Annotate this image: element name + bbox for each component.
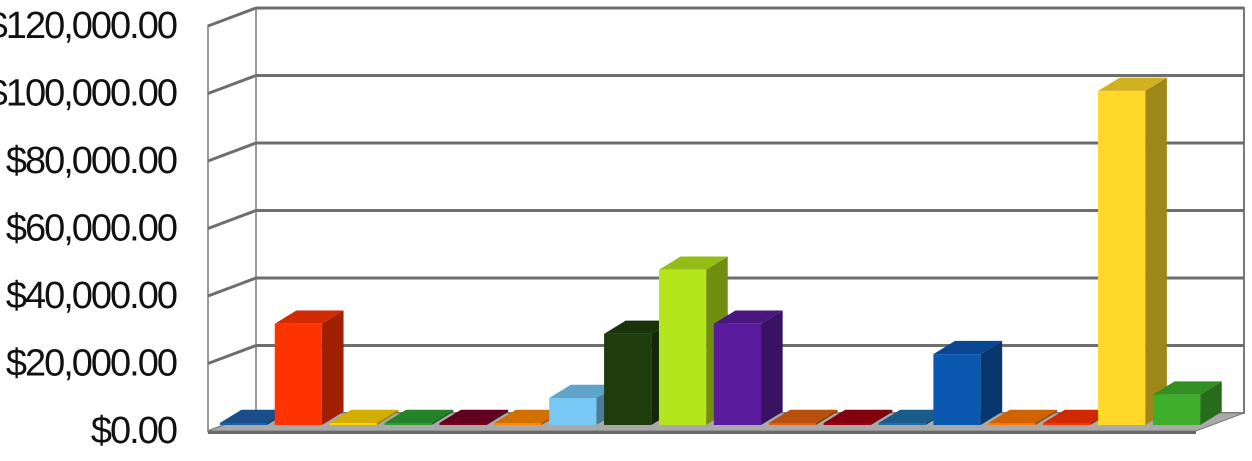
chart-bar-top <box>1043 409 1112 423</box>
gridline-side <box>207 141 257 163</box>
chart-bar-front <box>494 423 542 425</box>
chart-bar-front <box>768 423 816 425</box>
chart-bar-top <box>549 384 618 398</box>
chart-bar <box>1098 77 1167 426</box>
chart-bar-side <box>1200 381 1222 425</box>
chart-bar <box>713 310 783 425</box>
chart-bar-top <box>494 409 564 423</box>
chart-floor-edge <box>208 431 1196 434</box>
y-tick-label: $60,000.00 <box>6 208 177 250</box>
chart-bar-top <box>823 409 893 423</box>
chart-bar <box>274 310 344 425</box>
chart-bar-side <box>980 340 1003 425</box>
chart-bar <box>933 340 1003 425</box>
chart-bar-side <box>486 409 509 425</box>
chart-bar-front <box>329 423 377 425</box>
gridline-side <box>207 209 257 230</box>
chart-bar-side <box>815 409 838 425</box>
chart-bar-front <box>439 423 487 425</box>
y-tick-label: $20,000.00 <box>6 343 177 385</box>
chart-bar-top <box>439 409 509 423</box>
chart-bar-side <box>1035 409 1058 425</box>
gridline-side <box>207 74 257 95</box>
chart-bar-front <box>823 423 871 425</box>
chart-bar <box>768 409 838 425</box>
chart-bar-front <box>878 423 926 425</box>
gridline-side <box>207 276 257 298</box>
gridline-side <box>207 344 257 365</box>
chart-bar-side <box>1145 77 1167 426</box>
chart-bar-front <box>384 423 432 425</box>
chart-bar-top <box>329 409 399 423</box>
chart-bars <box>219 77 1222 426</box>
chart-bar-top <box>933 340 1003 355</box>
y-tick-label: $100,000.00 <box>0 73 177 115</box>
chart-bar-top <box>768 409 838 423</box>
y-tick-label: $80,000.00 <box>6 140 177 182</box>
chart-bar-front <box>219 423 268 425</box>
y-axis-tick-labels: $0.00 $20,000.00 $40,000.00 $60,000.00 $80,0… <box>0 5 179 452</box>
chart-bar-front <box>713 323 762 425</box>
chart-bar-front <box>933 354 981 425</box>
chart-bar-front <box>274 323 322 425</box>
chart-bar-side <box>431 409 454 425</box>
chart-bar-top <box>1152 381 1222 395</box>
y-tick-label: $0.00 <box>91 410 177 452</box>
chart-bar-top <box>604 320 673 334</box>
chart-bar-top <box>713 310 783 324</box>
chart-gridlines <box>207 6 1244 365</box>
chart-bar <box>1152 381 1222 425</box>
chart-bar-top <box>384 409 454 423</box>
chart-bar-top <box>274 310 344 324</box>
chart-bar <box>439 409 509 425</box>
chart-bar <box>384 409 454 425</box>
chart-bar-top <box>658 256 728 270</box>
chart-bar-front <box>1152 394 1201 425</box>
chart-bar-side <box>321 310 344 425</box>
chart-bar-front <box>549 398 597 425</box>
y-tick-label: $40,000.00 <box>6 275 177 317</box>
chart-bar-top <box>1098 77 1167 91</box>
chart-bar-side <box>761 310 783 425</box>
chart-bar <box>823 409 893 425</box>
chart-bar-front <box>1098 90 1146 425</box>
chart-bar-front <box>1043 423 1091 425</box>
chart-bar-top <box>219 409 289 423</box>
chart-bar-top <box>988 409 1058 423</box>
y-tick-label: $120,000.00 <box>0 5 177 47</box>
chart-bar-side <box>870 409 893 425</box>
chart-bar-side <box>376 409 399 425</box>
chart-bar <box>988 409 1058 425</box>
chart-bar <box>329 409 399 425</box>
chart-bar-front <box>658 269 707 425</box>
chart-bar-front <box>604 333 652 425</box>
chart-bar-top <box>878 409 948 423</box>
gridline-side <box>207 6 257 28</box>
chart-bar-front <box>988 423 1036 425</box>
